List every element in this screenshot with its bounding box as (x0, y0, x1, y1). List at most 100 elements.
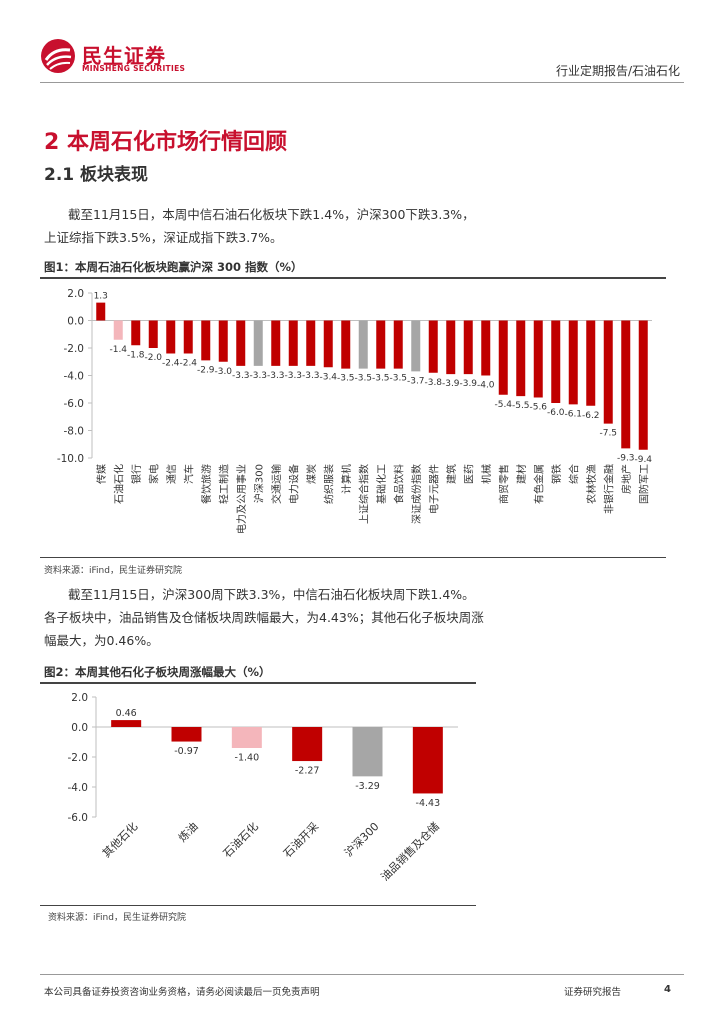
y-tick-label: -2.0 (64, 343, 85, 355)
category-label: 汽车 (182, 464, 195, 484)
bar (498, 320, 508, 395)
category-label: 银行 (130, 464, 143, 484)
bar (131, 320, 141, 346)
category-label: 国防军工 (637, 464, 650, 504)
section-title: 2 本周石化市场行情回顾 (44, 130, 287, 155)
data-label: -6.2 (582, 411, 600, 421)
data-label: -3.3 (249, 371, 267, 381)
y-tick-label: -6.0 (68, 812, 89, 824)
figure2-source: 资料来源：iFind，民生证券研究院 (48, 913, 186, 923)
breadcrumb: 行业定期报告/石油石化 (555, 64, 680, 78)
data-label: -3.9 (442, 379, 460, 389)
y-tick-label: -2.0 (68, 752, 89, 764)
category-label: 基础化工 (375, 464, 388, 504)
bar (428, 320, 438, 373)
y-tick-label: -4.0 (64, 371, 85, 383)
bar (603, 320, 613, 424)
data-label: -3.0 (214, 367, 232, 377)
bar (393, 320, 403, 369)
category-label: 传媒 (96, 464, 108, 484)
category-label: 其他石化 (99, 819, 140, 860)
data-label: -3.5 (389, 374, 407, 384)
data-label: -3.5 (354, 374, 372, 384)
logo-text-cn: 民生证券 (82, 44, 166, 68)
category-label: 钢铁 (550, 464, 563, 484)
category-label: 石油石化 (220, 819, 261, 860)
bar (171, 727, 202, 742)
data-label: -2.4 (179, 359, 197, 369)
category-label: 上证综合指数 (357, 464, 370, 524)
data-label: -5.5 (512, 401, 530, 411)
data-label: -3.7 (407, 376, 425, 386)
figure2-top-rule (40, 682, 476, 684)
category-label: 沪深300 (252, 464, 265, 503)
figure1-bottom-rule (40, 557, 666, 558)
y-tick-label: -8.0 (64, 426, 85, 438)
category-label: 油品销售及仓储 (378, 819, 442, 883)
y-tick-label: -6.0 (64, 398, 85, 410)
bar (352, 727, 383, 777)
category-label: 纺织服装 (322, 464, 335, 504)
footer-disclaimer: 本公司具备证券投资咨询业务资格，请务必阅读最后一页免责声明 (44, 987, 320, 998)
figure2-chart: 2.0 0.0 -2.0 -4.0 -6.0 0.46 其他石化 -0.97 炼油 -1.40 石油… (68, 692, 458, 884)
bar (586, 320, 596, 406)
data-label: -7.5 (599, 429, 617, 439)
data-label: -1.40 (235, 753, 260, 764)
category-label: 有色金属 (532, 464, 545, 504)
bar (183, 320, 193, 354)
category-label: 家电 (147, 464, 160, 484)
category-label: 炼油 (175, 819, 200, 844)
data-label: -3.9 (459, 379, 477, 389)
minsheng-logo-icon (41, 39, 75, 73)
data-label: -3.5 (372, 374, 390, 384)
bar (111, 720, 142, 727)
data-label: -6.1 (564, 409, 582, 419)
figure1-source: 资料来源：iFind，民生证券研究院 (44, 566, 182, 576)
category-label: 机械 (480, 464, 493, 484)
category-label: 食品饮料 (392, 464, 405, 504)
data-label: -3.29 (355, 781, 380, 792)
category-label: 医药 (463, 464, 475, 484)
footer-report-type: 证券研究报告 (564, 987, 622, 998)
category-label: 综合 (567, 464, 580, 484)
bar (412, 727, 443, 794)
category-label: 餐饮旅游 (200, 464, 213, 504)
data-label: -4.43 (416, 798, 441, 809)
data-label: -3.8 (424, 378, 442, 388)
category-label: 深证成份指数 (410, 464, 423, 524)
footer-divider (40, 974, 684, 975)
y-tick-label: -4.0 (68, 782, 89, 794)
logo-text-en: MINSHENG SECURITIES (82, 64, 186, 73)
page-number: 4 (664, 984, 671, 995)
category-label: 煤炭 (305, 464, 318, 484)
data-label: -2.0 (144, 353, 162, 363)
category-label: 商贸零售 (497, 464, 510, 504)
bar (376, 320, 386, 369)
header-divider (40, 82, 684, 83)
category-label: 轻工制造 (217, 464, 230, 504)
data-label: -1.4 (109, 345, 127, 355)
data-label: -3.4 (319, 372, 337, 382)
data-label: 0.46 (116, 708, 137, 719)
bar (638, 320, 648, 450)
bar (166, 320, 176, 354)
data-label: -3.3 (302, 371, 320, 381)
bar (323, 320, 333, 368)
bar (292, 727, 323, 762)
y-tick-label: 0.0 (67, 316, 84, 328)
data-label: -3.5 (337, 374, 355, 384)
bar (568, 320, 578, 405)
data-label: -0.97 (174, 746, 199, 757)
paragraph-2: 截至11月15日，沪深300周下跌3.3%，中信石油石化板块周下跌1.4%。各子… (44, 587, 484, 648)
y-tick-label: 2.0 (67, 288, 84, 300)
bar (96, 302, 106, 321)
data-label: -3.3 (232, 371, 250, 381)
data-label: -2.9 (197, 365, 215, 375)
data-label: -2.4 (162, 359, 180, 369)
figure1-top-rule (40, 277, 666, 279)
category-label: 石油石化 (112, 464, 125, 504)
section-subtitle: 2.1 板块表现 (44, 165, 149, 185)
bar (358, 320, 368, 369)
bar (288, 320, 298, 366)
category-label: 沪深300 (341, 819, 381, 859)
